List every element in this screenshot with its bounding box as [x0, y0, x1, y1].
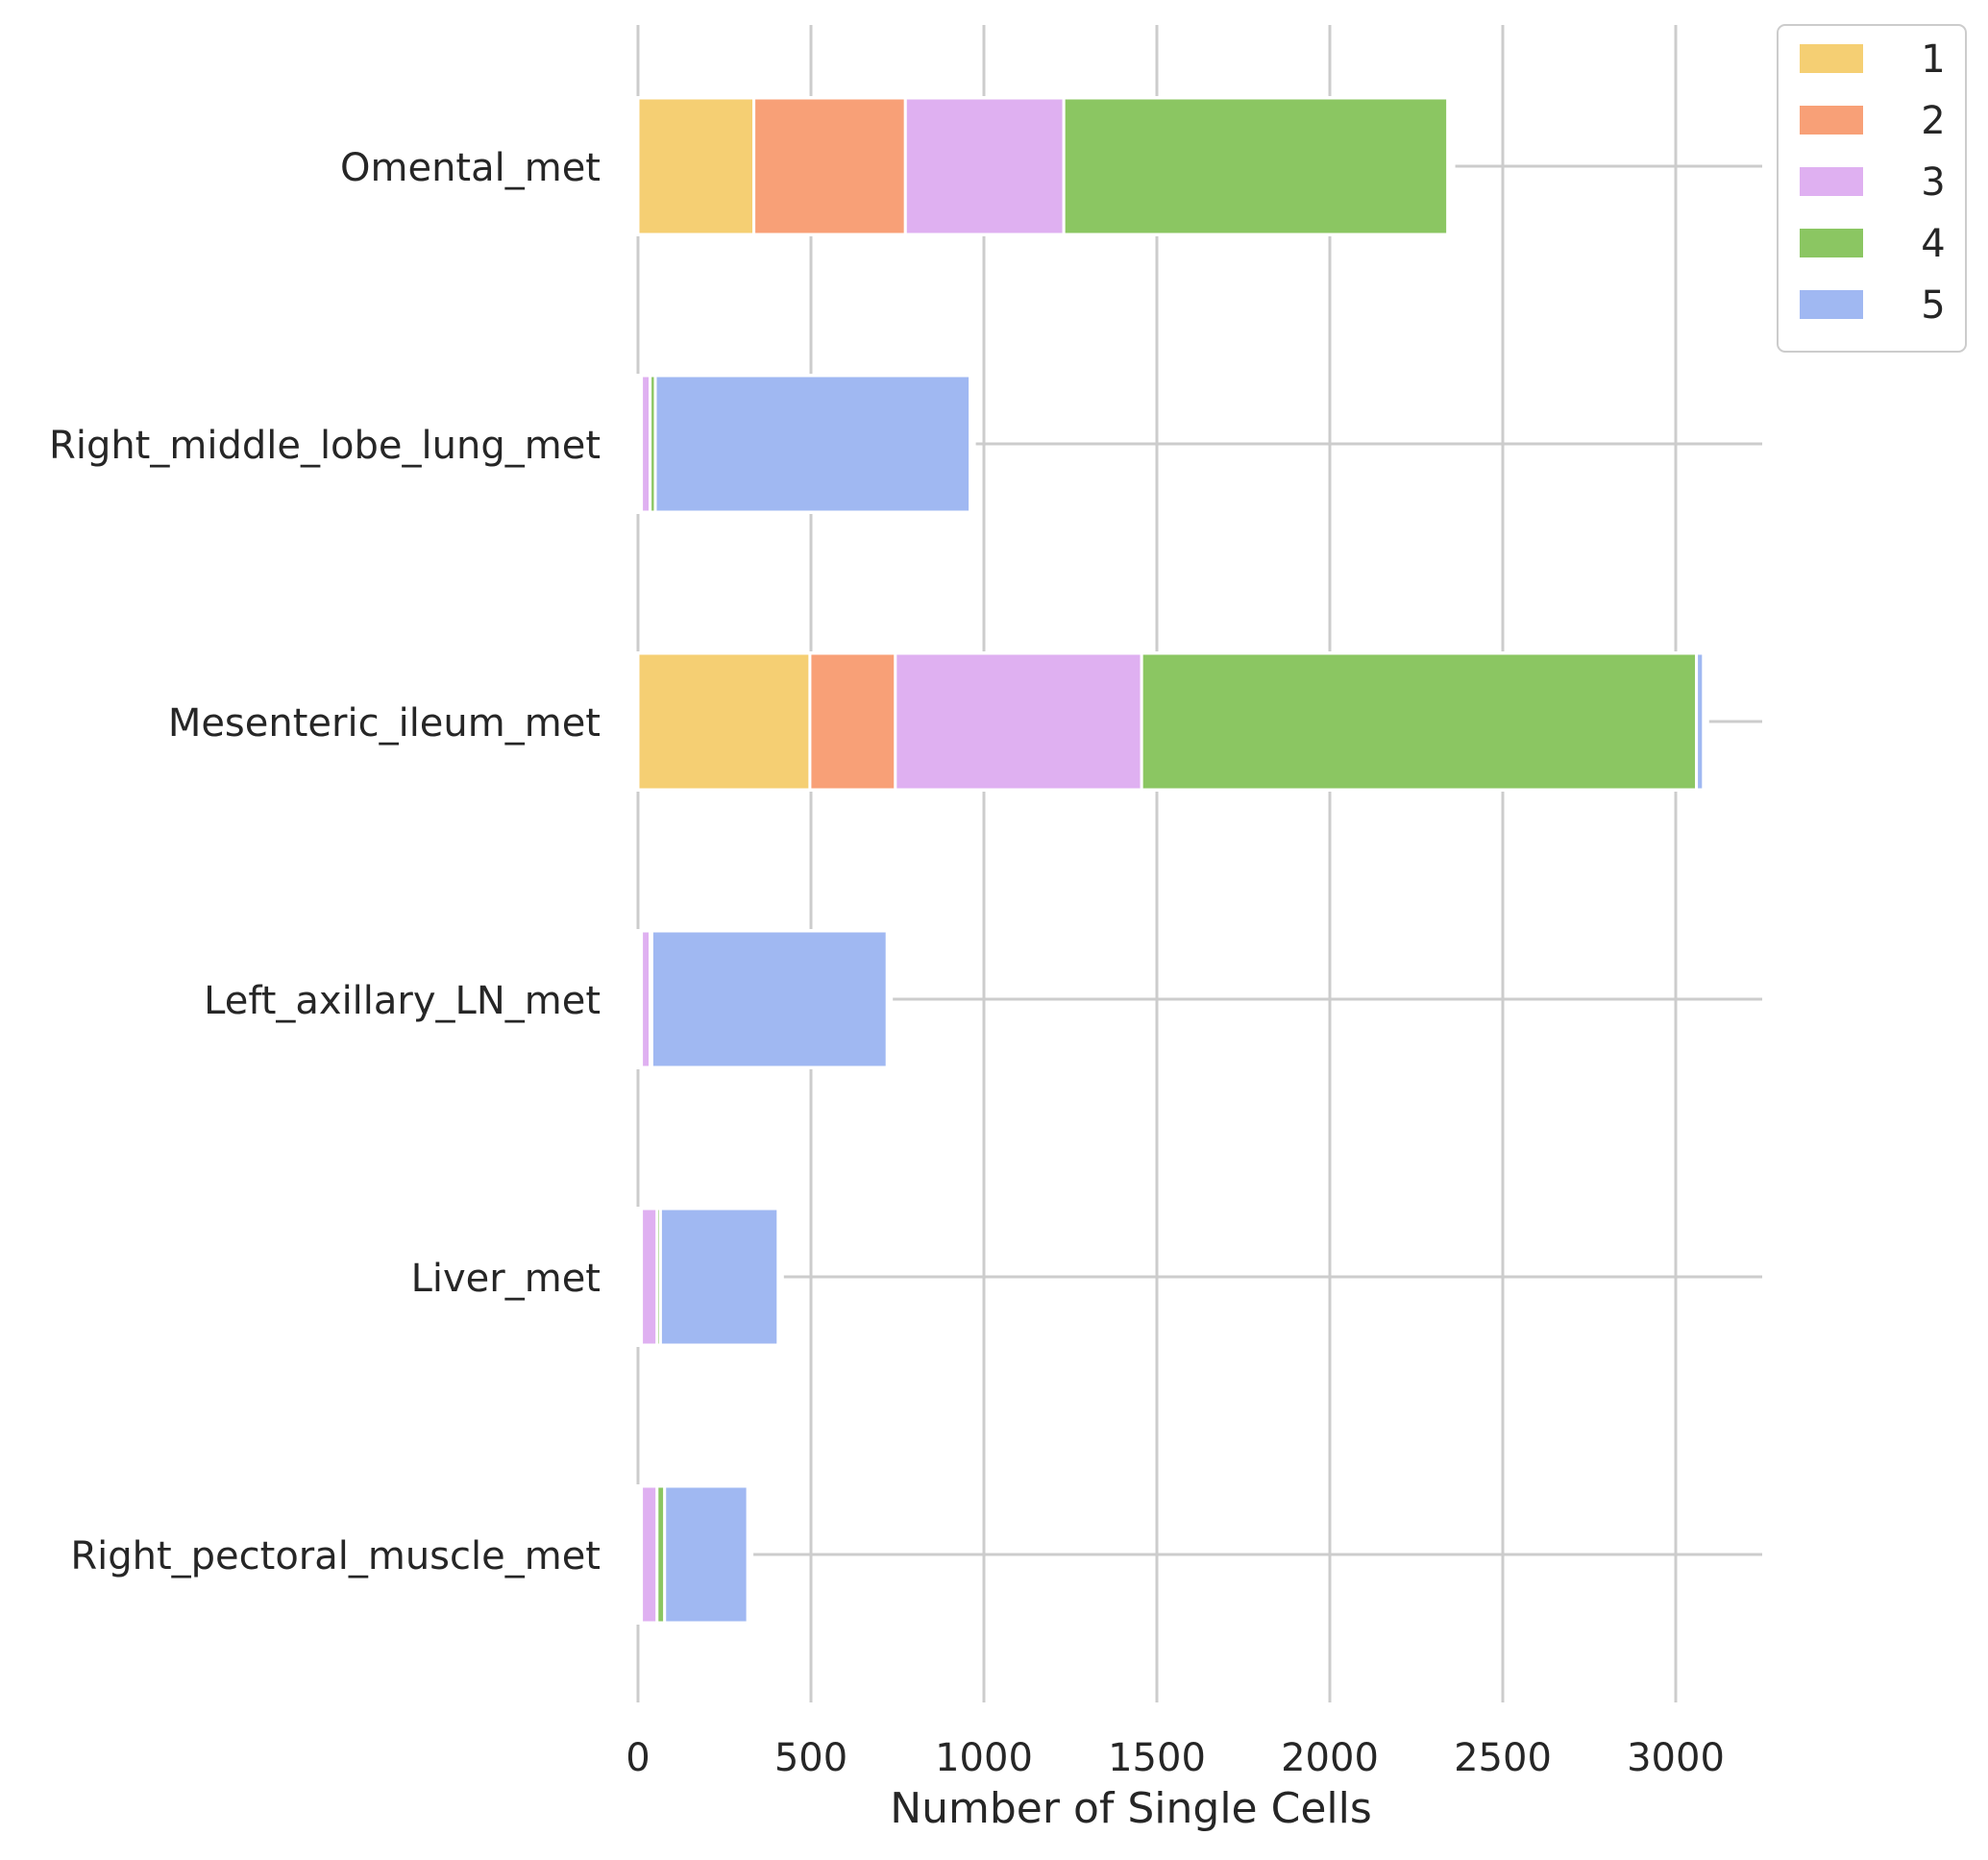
bar-segment-Omental_met-series-2 [752, 96, 907, 236]
x-tick-label: 500 [774, 1736, 847, 1780]
x-tick-labels: 0 500 1000 1500 2000 2500 3000 [626, 1736, 1725, 1780]
x-tick-label: 2000 [1281, 1736, 1379, 1780]
x-tick-label: 0 [626, 1736, 650, 1780]
legend-label: 1 [1921, 37, 1945, 82]
bar-segment-Liver_met-series-3 [640, 1207, 659, 1347]
legend-label: 3 [1921, 160, 1945, 205]
bar-segment-Right_middle_lobe_lung_met-series-5 [653, 374, 972, 514]
bar-segment-Mesenteric_ileum_met-series-5 [1695, 651, 1706, 792]
y-tick-label: Right_pectoral_muscle_met [70, 1534, 601, 1579]
legend: 1 2 3 4 5 [1777, 24, 1967, 353]
bars-layer [636, 96, 1709, 1625]
legend-swatch-4 [1800, 229, 1863, 257]
bar-segment-Mesenteric_ileum_met-series-4 [1140, 651, 1699, 792]
bar-segment-Liver_met-series-5 [658, 1207, 780, 1347]
bar-segment-Left_axillary_LN_met-series-5 [650, 929, 889, 1069]
x-axis-label: Number of Single Cells [890, 1784, 1372, 1833]
y-tick-label: Omental_met [340, 146, 601, 190]
bar-segment-Right_pectoral_muscle_met-series-3 [640, 1484, 659, 1625]
bar-segment-Omental_met-series-1 [636, 96, 756, 236]
legend-items: 1 2 3 4 5 [1800, 37, 1946, 328]
y-tick-labels: Omental_met Right_middle_lobe_lung_met Mes… [49, 146, 601, 1579]
y-tick-label: Mesenteric_ileum_met [168, 701, 601, 746]
bar-segment-Omental_met-series-3 [903, 96, 1066, 236]
legend-swatch-1 [1800, 44, 1863, 73]
bar-segment-Mesenteric_ileum_met-series-1 [636, 651, 812, 792]
grid-layer [636, 25, 1762, 1702]
bar-segment-Omental_met-series-4 [1062, 96, 1450, 236]
x-tick-label: 2500 [1454, 1736, 1552, 1780]
y-tick-label: Left_axillary_LN_met [204, 979, 601, 1023]
bar-segment-Mesenteric_ileum_met-series-2 [808, 651, 897, 792]
legend-swatch-2 [1800, 106, 1863, 135]
y-tick-label: Right_middle_lobe_lung_met [49, 424, 601, 468]
bar-segment-Omental_met-series-5 [1446, 96, 1452, 236]
legend-label: 2 [1921, 99, 1945, 143]
bar-segment-Right_pectoral_muscle_met-series-5 [663, 1484, 749, 1625]
legend-swatch-3 [1800, 167, 1863, 196]
x-tick-label: 3000 [1627, 1736, 1725, 1780]
x-tick-label: 1000 [935, 1736, 1033, 1780]
legend-label: 4 [1921, 222, 1945, 266]
x-tick-label: 1500 [1108, 1736, 1206, 1780]
bar-segment-Mesenteric_ileum_met-series-3 [894, 651, 1143, 792]
legend-label: 5 [1921, 283, 1945, 328]
legend-swatch-5 [1800, 290, 1863, 319]
y-tick-label: Liver_met [411, 1257, 601, 1301]
